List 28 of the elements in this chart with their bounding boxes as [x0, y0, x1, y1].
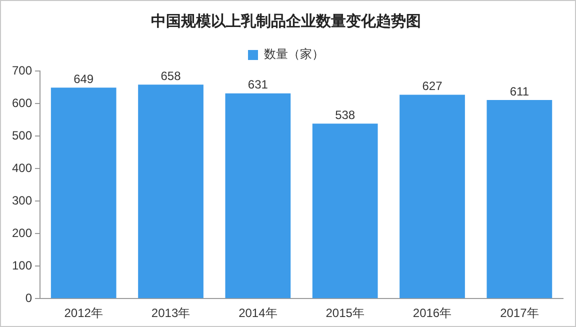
x-tick-label: 2013年 [151, 306, 190, 320]
bar [312, 124, 378, 298]
x-tick-label: 2012年 [64, 306, 103, 320]
chart-title: 中国规模以上乳制品企业数量变化趋势图 [151, 12, 421, 30]
bar [225, 93, 291, 298]
data-label: 658 [160, 68, 182, 83]
y-tick-label: 100 [12, 258, 32, 272]
y-tick-label: 700 [12, 63, 32, 78]
bar [138, 84, 204, 298]
y-tick-label: 0 [25, 290, 32, 305]
bar [486, 100, 552, 298]
y-tick-label: 200 [12, 226, 32, 240]
data-label: 611 [510, 84, 530, 98]
data-label: 631 [248, 78, 268, 92]
x-tick-label: 2015年 [326, 306, 364, 320]
x-tick-label: 2014年 [238, 306, 278, 320]
x-tick-label: 2017年 [500, 306, 539, 320]
bar [400, 94, 465, 298]
data-label: 627 [422, 79, 443, 94]
y-tick-label: 300 [12, 193, 32, 208]
legend-label: 数量（家） [264, 47, 324, 62]
x-tick-label: 2016年 [412, 306, 452, 320]
y-tick-label: 500 [12, 128, 32, 142]
y-tick-label: 400 [12, 160, 32, 175]
bar [50, 88, 116, 298]
data-label: 538 [335, 108, 356, 122]
data-label: 649 [74, 72, 94, 86]
y-tick-label: 600 [12, 96, 32, 110]
